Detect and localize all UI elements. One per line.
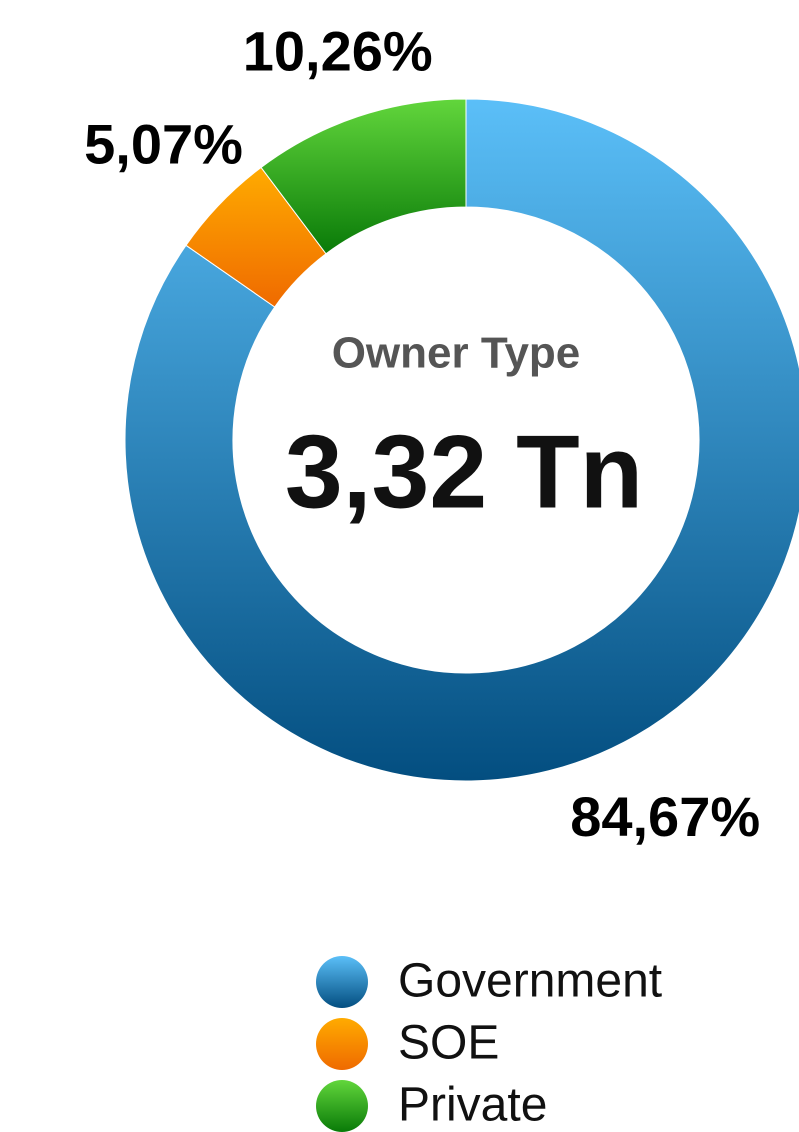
value-label: 84,67% — [570, 785, 760, 848]
chart-title: Owner Type — [332, 329, 581, 378]
legend-swatch — [316, 1080, 368, 1132]
legend-swatch — [316, 1018, 368, 1070]
legend-label: Government — [398, 955, 662, 1008]
value-label: 10,26% — [243, 20, 433, 83]
center-total: 3,32 Tn — [285, 414, 643, 530]
donut-segment — [124, 98, 799, 782]
legend-label: Private — [398, 1079, 547, 1132]
value-label: 5,07% — [84, 112, 243, 175]
legend-swatch — [316, 956, 368, 1008]
donut-segment — [260, 98, 467, 255]
legend-label: SOE — [398, 1017, 499, 1070]
